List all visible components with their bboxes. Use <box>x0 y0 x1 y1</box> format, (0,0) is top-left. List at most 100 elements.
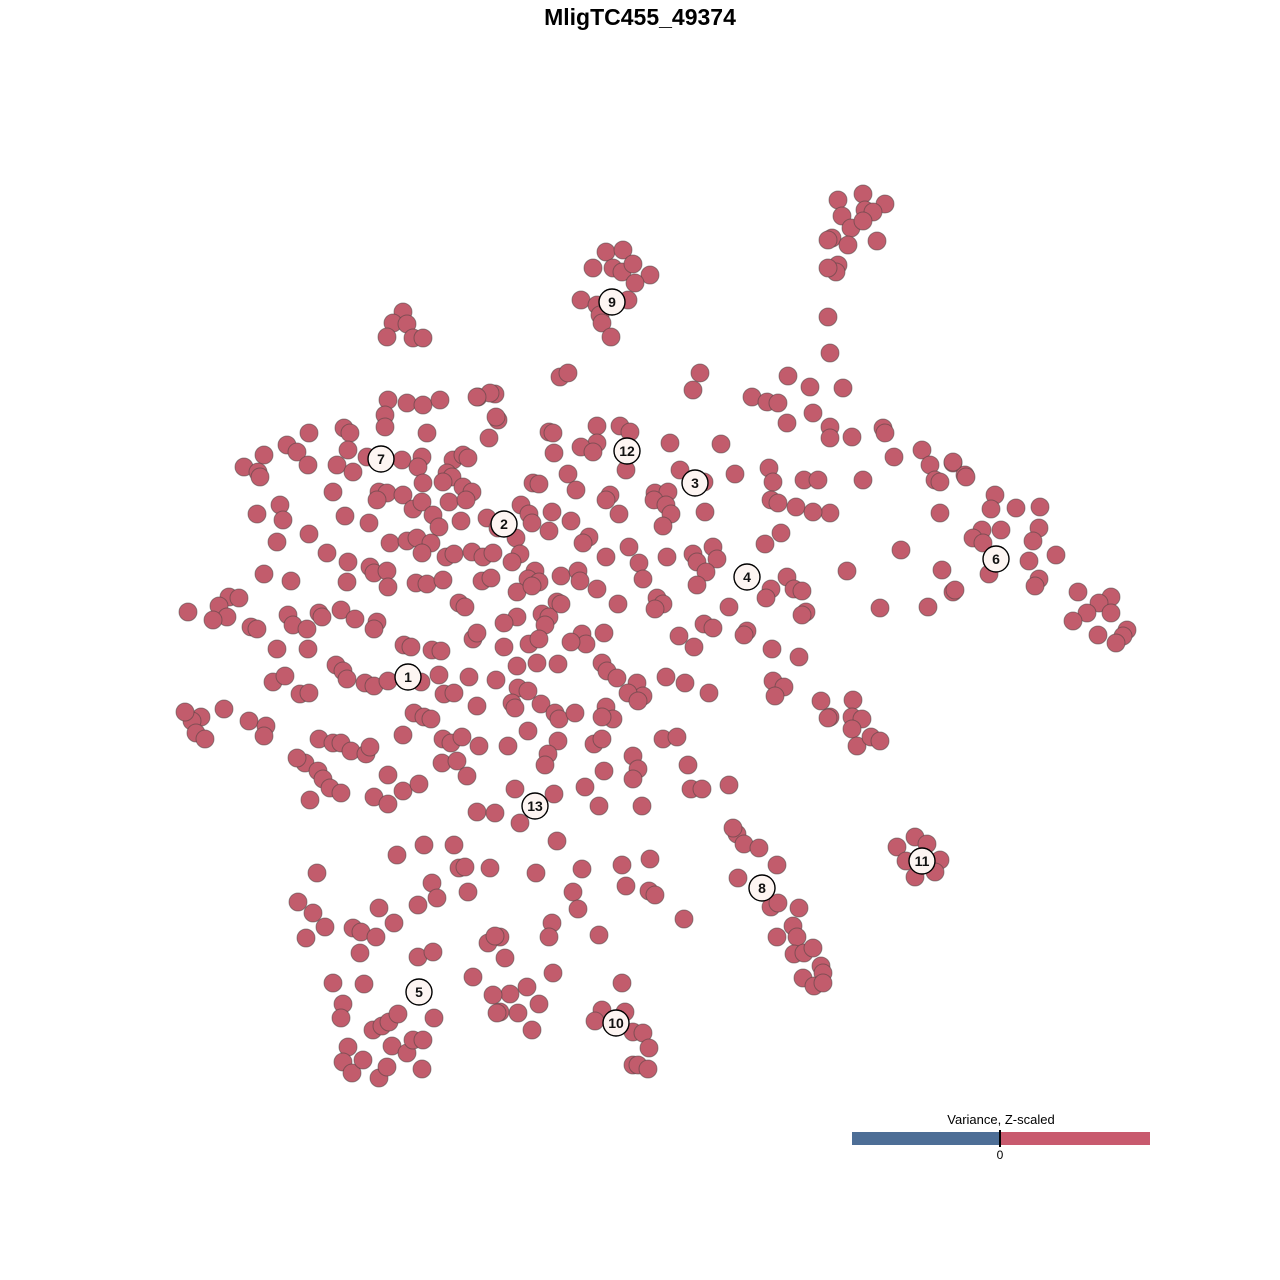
cluster-label-10: 10 <box>602 1009 630 1037</box>
data-point <box>749 838 769 858</box>
data-point <box>674 909 694 929</box>
data-point <box>505 698 525 718</box>
data-point <box>317 543 337 563</box>
data-point <box>495 948 515 968</box>
data-point <box>342 1063 362 1083</box>
svg-text:8: 8 <box>758 880 766 896</box>
data-point <box>1025 576 1045 596</box>
data-point <box>690 363 710 383</box>
data-point <box>833 378 853 398</box>
legend-title: Variance, Z-scaled <box>947 1112 1055 1127</box>
data-point <box>254 445 274 465</box>
cluster-label-13: 13 <box>521 792 549 820</box>
data-point <box>423 942 443 962</box>
data-point <box>667 727 687 747</box>
data-point <box>387 845 407 865</box>
data-point <box>891 540 911 560</box>
data-point <box>452 727 472 747</box>
data-point <box>820 343 840 363</box>
data-point <box>842 719 862 739</box>
data-point <box>853 470 873 490</box>
data-point <box>640 265 660 285</box>
data-point <box>573 533 593 553</box>
data-point <box>608 594 628 614</box>
data-point <box>393 485 413 505</box>
data-point <box>583 258 603 278</box>
data-point <box>508 1003 528 1023</box>
data-point <box>820 428 840 448</box>
cluster-label-9: 9 <box>598 288 626 316</box>
data-point <box>359 513 379 533</box>
data-point <box>853 211 873 231</box>
svg-text:12: 12 <box>619 443 635 459</box>
data-point <box>297 619 317 639</box>
data-point <box>568 899 588 919</box>
data-point <box>870 598 890 618</box>
data-point <box>645 599 665 619</box>
data-point <box>629 553 649 573</box>
data-point <box>818 708 838 728</box>
data-point <box>517 977 537 997</box>
data-point <box>887 837 907 857</box>
data-point <box>843 690 863 710</box>
data-point <box>507 656 527 676</box>
data-point <box>409 774 429 794</box>
data-point <box>613 240 633 260</box>
data-point <box>408 457 428 477</box>
colorbar-legend: Variance, Z-scaled 0 <box>852 1112 1150 1162</box>
data-point <box>539 521 559 541</box>
data-point <box>551 594 571 614</box>
data-point <box>518 721 538 741</box>
data-point <box>548 654 568 674</box>
data-point <box>366 927 386 947</box>
data-point <box>660 433 680 453</box>
data-point <box>930 503 950 523</box>
data-point <box>408 895 428 915</box>
page-title: MligTC455_49374 <box>544 4 736 30</box>
data-point <box>455 857 475 877</box>
data-point <box>467 696 487 716</box>
data-point <box>485 803 505 823</box>
data-point <box>380 533 400 553</box>
data-point <box>867 231 887 251</box>
data-point <box>792 581 812 601</box>
data-point <box>239 711 259 731</box>
cluster-label-4: 4 <box>733 563 761 591</box>
cluster-label-8: 8 <box>748 874 776 902</box>
data-point <box>433 570 453 590</box>
data-point <box>930 472 950 492</box>
data-point <box>558 464 578 484</box>
data-point <box>298 639 318 659</box>
data-point <box>589 796 609 816</box>
data-point <box>981 499 1001 519</box>
data-point <box>444 835 464 855</box>
data-point <box>594 623 614 643</box>
svg-text:4: 4 <box>743 569 751 585</box>
svg-text:6: 6 <box>992 551 1000 567</box>
data-point <box>444 683 464 703</box>
data-point <box>1006 498 1026 518</box>
data-point <box>583 442 603 462</box>
data-point <box>943 452 963 472</box>
data-point <box>429 665 449 685</box>
data-point <box>417 574 437 594</box>
svg-text:9: 9 <box>608 294 616 310</box>
data-point <box>789 647 809 667</box>
data-point <box>818 230 838 250</box>
data-point <box>469 736 489 756</box>
data-point <box>616 876 636 896</box>
cluster-label-5: 5 <box>405 978 433 1006</box>
data-point <box>467 387 487 407</box>
data-point <box>991 520 1011 540</box>
data-point <box>522 1020 542 1040</box>
data-point <box>299 423 319 443</box>
data-point <box>229 588 249 608</box>
data-point <box>1023 531 1043 551</box>
data-point <box>175 702 195 722</box>
data-point <box>203 610 223 630</box>
data-point <box>765 686 785 706</box>
data-point <box>725 464 745 484</box>
data-point <box>563 882 583 902</box>
data-point <box>601 327 621 347</box>
